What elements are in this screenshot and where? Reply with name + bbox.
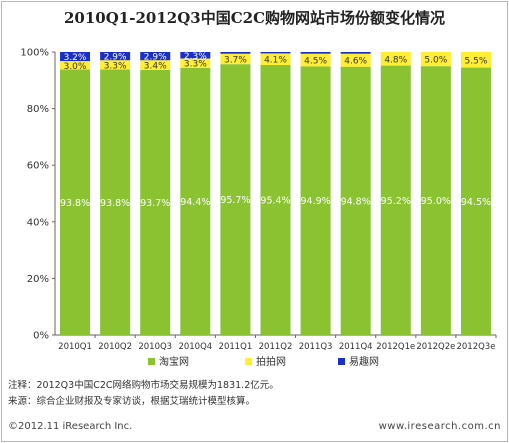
data-label-taobao: 95.7%	[220, 195, 250, 206]
x-tick-label: 2010Q3	[138, 342, 172, 352]
x-tick-label: 2010Q4	[178, 342, 212, 352]
bar-segment-taobao	[140, 69, 171, 335]
data-label-taobao: 93.8%	[60, 198, 90, 209]
data-label-yiqu: 2.9%	[144, 53, 167, 63]
bar-segment-yiqu	[60, 52, 91, 62]
source-text: 来源：综合企业财报及专家访谈，根据艾瑞统计模型核算。	[8, 396, 256, 407]
x-tick-label: 2012Q1e	[376, 342, 415, 352]
y-tick-label: 100%	[20, 48, 49, 59]
x-tick-label: 2012Q2e	[416, 342, 455, 352]
bar-segment-yiqu	[300, 52, 331, 54]
bar-segment-paipai	[180, 58, 211, 68]
data-label-taobao: 94.9%	[300, 196, 330, 207]
data-label-taobao: 93.8%	[100, 198, 130, 209]
legend-label: 易趣网	[349, 355, 379, 368]
x-tick-label: 2010Q1	[58, 342, 92, 352]
data-label-paipai: 3.3%	[184, 60, 207, 70]
bar-segment-paipai	[380, 52, 411, 66]
x-tick-label: 2010Q2	[98, 342, 132, 352]
x-tick-label: 2011Q1	[219, 342, 253, 352]
bar-segment-taobao	[380, 65, 411, 336]
bar-segment-paipai	[340, 53, 371, 67]
bar-segment-paipai	[220, 53, 251, 65]
data-label-paipai: 3.3%	[104, 61, 127, 71]
bar-segment-yiqu	[140, 52, 171, 61]
bar-segment-yiqu	[220, 52, 251, 54]
legend-swatch-yiqu	[338, 358, 345, 365]
legend-swatch-paipai	[245, 358, 252, 365]
legend-label: 拍拍网	[256, 355, 286, 368]
bar-segment-taobao	[220, 64, 251, 335]
copyright-text: ©2012.11 iResearch Inc.	[8, 421, 133, 432]
x-tick-label: 2011Q3	[299, 342, 333, 352]
footer: ©2012.11 iResearch Inc. www.iresearch.co…	[8, 421, 501, 432]
data-label-yiqu: 2.3%	[184, 52, 207, 62]
data-label-taobao: 94.4%	[180, 197, 210, 208]
data-label-taobao: 95.4%	[260, 196, 290, 207]
data-label-paipai: 4.6%	[344, 57, 367, 67]
data-label-paipai: 4.5%	[304, 57, 327, 67]
bar-segment-taobao	[340, 66, 371, 335]
bar-segment-paipai	[60, 61, 91, 70]
bar-segment-yiqu	[340, 52, 371, 54]
data-label-paipai: 4.1%	[264, 56, 287, 66]
bar-segment-taobao	[460, 67, 491, 335]
y-tick-label: 80%	[27, 104, 49, 115]
bar-segment-taobao	[60, 69, 91, 336]
note-text: 注释：2012Q3中国C2C网络购物市场交易规模为1831.2亿元。	[8, 380, 279, 391]
bar-segment-taobao	[420, 66, 451, 336]
bar-segment-yiqu	[260, 52, 291, 54]
data-label-paipai: 5.5%	[465, 56, 488, 66]
bar-segment-paipai	[260, 53, 291, 66]
data-label-paipai: 3.0%	[64, 62, 87, 72]
y-tick-label: 20%	[27, 274, 49, 285]
x-tick-label: 2011Q4	[339, 342, 373, 352]
y-tick-label: 60%	[27, 161, 49, 172]
data-label-paipai: 3.4%	[144, 62, 167, 72]
data-label-yiqu: 3.2%	[64, 53, 87, 63]
data-label-paipai: 5.0%	[424, 56, 447, 66]
bar-segment-paipai	[100, 60, 131, 70]
chart-notes: 注释：2012Q3中国C2C网络购物市场交易规模为1831.2亿元。 来源：综合…	[8, 378, 279, 410]
chart-title: 2010Q1-2012Q3中国C2C购物网站市场份额变化情况	[63, 9, 446, 27]
data-label-taobao: 95.2%	[381, 196, 411, 207]
bar-segment-paipai	[420, 52, 451, 67]
data-label-paipai: 3.7%	[224, 55, 247, 65]
x-tick-label: 2011Q2	[259, 342, 293, 352]
data-label-taobao: 95.0%	[421, 196, 451, 207]
bar-segment-taobao	[180, 67, 211, 336]
y-tick-label: 40%	[27, 217, 49, 228]
data-label-taobao: 94.5%	[461, 197, 491, 208]
bar-segment-taobao	[100, 69, 131, 336]
bar-segment-taobao	[300, 66, 331, 336]
x-tick-label: 2012Q3e	[456, 342, 495, 352]
bar-segment-yiqu	[100, 52, 131, 61]
bar-segment-yiqu	[180, 52, 211, 59]
data-label-taobao: 94.8%	[341, 196, 371, 207]
y-tick-label: 0%	[33, 331, 49, 342]
legend-swatch-taobao	[148, 358, 155, 365]
data-label-yiqu: 2.9%	[104, 53, 127, 63]
bar-segment-paipai	[300, 53, 331, 67]
data-label-taobao: 93.7%	[140, 198, 170, 209]
legend-label: 淘宝网	[159, 355, 189, 368]
data-label-paipai: 4.8%	[384, 55, 407, 65]
bar-segment-taobao	[260, 65, 291, 335]
bar-segment-paipai	[140, 60, 171, 70]
bar-segment-paipai	[460, 52, 491, 68]
website-text: www.iresearch.com.cn	[378, 421, 501, 432]
